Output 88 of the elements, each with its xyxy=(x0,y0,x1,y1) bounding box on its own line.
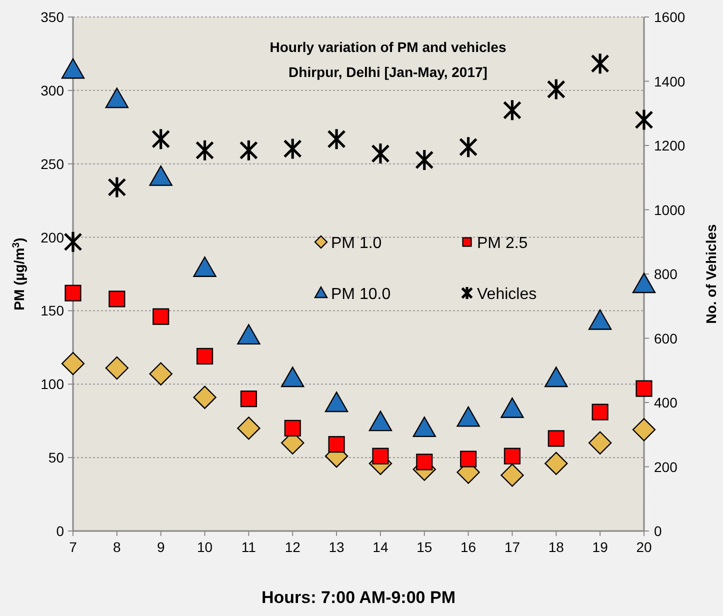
point xyxy=(105,88,129,108)
point xyxy=(588,431,612,454)
x-tick-label: 19 xyxy=(592,539,608,555)
point xyxy=(196,348,214,365)
point xyxy=(283,137,302,160)
point xyxy=(371,142,390,165)
point xyxy=(504,448,521,464)
y2-tick-label: 600 xyxy=(654,330,678,346)
x-tick-label: 8 xyxy=(113,539,122,555)
point xyxy=(328,436,345,453)
point xyxy=(193,386,216,409)
text: Hourly variation of PM and vehicles xyxy=(270,39,506,55)
y2-tick-label: 200 xyxy=(654,458,678,475)
point xyxy=(590,52,610,75)
point xyxy=(548,430,564,447)
y-tick-label: 200 xyxy=(40,229,64,246)
y-tick-label: 50 xyxy=(48,450,64,466)
point xyxy=(632,272,656,294)
point xyxy=(149,362,172,386)
text: Dhirpur, Delhi [Jan-May, 2017] xyxy=(288,64,488,80)
point xyxy=(372,448,389,464)
point xyxy=(149,165,172,186)
point xyxy=(237,416,260,440)
x-tick-label: 13 xyxy=(328,539,345,555)
point xyxy=(64,284,82,302)
x-tick-label: 12 xyxy=(284,539,301,555)
y2-axis-title: No. of Vehicles xyxy=(703,224,719,324)
point xyxy=(239,139,258,162)
x-tick-label: 15 xyxy=(416,539,432,555)
point xyxy=(327,128,346,150)
point xyxy=(281,366,304,388)
y2-tick-label: 0 xyxy=(654,523,662,539)
y-tick-label: 300 xyxy=(40,82,64,98)
x-tick-label: 10 xyxy=(196,539,213,555)
point xyxy=(415,148,434,172)
legend-label: PM 10.0 xyxy=(331,286,391,303)
y2-tick-label: 1400 xyxy=(654,73,686,90)
y2-tick-label: 1000 xyxy=(654,202,686,218)
x-tick-label: 11 xyxy=(241,539,256,555)
x-tick-label: 9 xyxy=(156,539,165,555)
point xyxy=(546,78,566,101)
point xyxy=(636,380,652,397)
point xyxy=(632,418,656,442)
point xyxy=(459,136,478,158)
point xyxy=(324,392,348,412)
x-tick-label: 17 xyxy=(504,539,520,555)
point xyxy=(500,398,524,418)
legend-label: PM 1.0 xyxy=(331,235,382,252)
legend-label: Vehicles xyxy=(477,286,537,303)
point xyxy=(544,366,568,388)
point xyxy=(588,309,612,330)
y-tick-label: 150 xyxy=(40,302,64,319)
point xyxy=(105,356,129,380)
point xyxy=(61,352,85,376)
point xyxy=(237,324,260,345)
point xyxy=(61,58,85,79)
y-tick-label: 0 xyxy=(56,523,64,539)
point xyxy=(592,404,608,420)
point xyxy=(416,454,433,470)
y2-tick-label: 1200 xyxy=(654,138,686,154)
point xyxy=(368,410,392,432)
point xyxy=(500,464,524,487)
point xyxy=(284,420,301,436)
x-tick-label: 7 xyxy=(69,539,78,555)
y2-tick-label: 1600 xyxy=(654,9,686,25)
point xyxy=(195,139,214,162)
x-tick-label: 16 xyxy=(460,539,476,555)
point xyxy=(152,308,170,325)
point xyxy=(108,176,126,199)
point xyxy=(412,416,436,438)
legend-label: PM 2.5 xyxy=(477,235,528,252)
y2-tick-label: 800 xyxy=(654,266,678,282)
point xyxy=(460,450,477,468)
point xyxy=(108,290,126,308)
x-tick-label: 18 xyxy=(548,539,564,555)
y2-tick-label: 400 xyxy=(654,394,678,410)
point xyxy=(456,406,480,427)
y-tick-label: 350 xyxy=(40,9,64,25)
x-axis-title: Hours: 7:00 AM-9:00 PM xyxy=(262,588,456,607)
x-tick-label: 20 xyxy=(636,539,652,555)
point xyxy=(240,390,257,408)
x-tick-label: 14 xyxy=(372,539,388,555)
point xyxy=(544,452,568,476)
point xyxy=(502,98,522,122)
point xyxy=(152,128,170,150)
y-tick-label: 250 xyxy=(40,156,64,172)
point xyxy=(193,256,216,277)
y-tick-label: 100 xyxy=(40,376,64,392)
